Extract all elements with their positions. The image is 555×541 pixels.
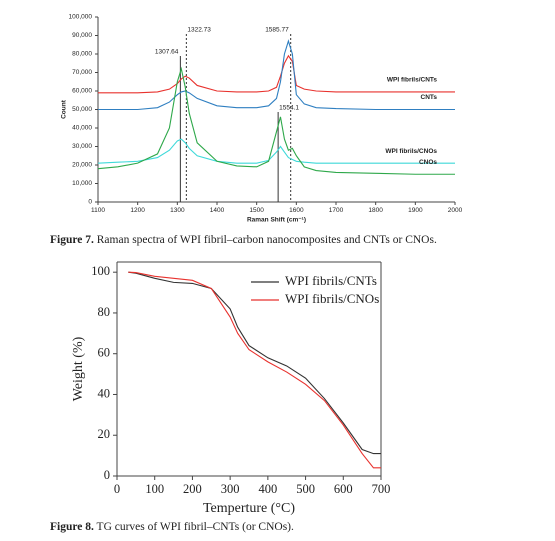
legend-label: WPI fibrils/CNTs [285, 273, 377, 288]
x-tick-label: 1300 [170, 207, 185, 214]
x-tick-label: 1200 [130, 207, 145, 214]
x-tick-label: 2000 [448, 207, 463, 214]
chart: 1100 1200 1300 1400 1500 1600 1700 1800 1900 2000… [61, 14, 463, 224]
y-tick-label: 60,000 [72, 88, 92, 95]
y-tick-label: 100,000 [69, 14, 93, 21]
y-tick-label: 100 [91, 264, 110, 278]
x-tick-label: 400 [258, 482, 277, 496]
x-tick-label: 0 [114, 482, 120, 496]
y-tick-label: 10,000 [72, 180, 92, 187]
series-label: CNOs [419, 159, 437, 166]
y-tick-label: 0 [88, 199, 92, 206]
series-label: WPI fibrils/CNTs [387, 77, 437, 84]
caption-label: Figure 8. [50, 521, 94, 533]
series-label: WPI fibrils/CNOs [385, 148, 437, 155]
data-line [98, 54, 455, 94]
caption-text: TG curves of WPI fibril–CNTs (or CNOs). [97, 521, 294, 533]
peak-label: 1322.73 [187, 27, 211, 34]
series-label: CNTs [421, 94, 438, 101]
peak-label: 1585.77 [265, 27, 289, 34]
caption-text: Raman spectra of WPI fibril–carbon nanoc… [97, 234, 437, 246]
y-axis-label: Weight (%) [71, 336, 86, 401]
y-tick-label: 40 [98, 386, 111, 400]
caption: Figure 7. Raman spectra of WPI fibril–ca… [50, 234, 437, 246]
y-tick-label: 20 [98, 427, 111, 441]
y-tick-label: 30,000 [72, 143, 92, 150]
y-tick-label: 70,000 [72, 69, 92, 76]
x-axis-label: Raman Shift (cm⁻¹) [247, 217, 306, 224]
y-tick-label: 50,000 [72, 106, 92, 113]
caption: Figure 8. TG curves of WPI fibril–CNTs (… [50, 521, 294, 533]
data-line [98, 39, 455, 111]
x-tick-label: 1600 [289, 207, 304, 214]
x-axis-label: Temperture (°C) [203, 501, 295, 516]
x-tick-label: 500 [296, 482, 315, 496]
x-tick-label: 100 [145, 482, 164, 496]
y-tick-label: 80 [98, 305, 111, 319]
data-line [97, 138, 455, 164]
chart: 0 100 200 300 400 500 600 700 0 20 40 60 80 100 Temper… [71, 261, 391, 516]
x-tick-label: 300 [221, 482, 240, 496]
y-tick-label: 0 [104, 468, 110, 482]
x-tick-label: 1900 [408, 207, 423, 214]
data-line [128, 271, 381, 469]
x-tick-label: 600 [334, 482, 353, 496]
x-tick-label: 1500 [249, 207, 264, 214]
peak-label: 1554.1 [279, 105, 299, 112]
x-tick-label: 700 [372, 482, 391, 496]
y-tick-label: 20,000 [72, 162, 92, 169]
data-line [128, 271, 381, 455]
y-tick-label: 90,000 [72, 32, 92, 39]
y-tick-label: 40,000 [72, 125, 92, 132]
y-tick-label: 60 [98, 346, 111, 360]
y-tick-label: 80,000 [72, 51, 92, 58]
data-line [97, 66, 455, 175]
legend-label: WPI fibrils/CNOs [285, 291, 379, 306]
y-axis-label: Count [61, 99, 68, 119]
peak-label: 1307.64 [155, 49, 179, 56]
x-tick-label: 1700 [329, 207, 344, 214]
x-tick-label: 200 [183, 482, 202, 496]
x-tick-label: 1100 [91, 207, 105, 214]
caption-label: Figure 7. [50, 234, 94, 246]
x-tick-label: 1400 [210, 207, 225, 214]
x-tick-label: 1800 [368, 207, 383, 214]
